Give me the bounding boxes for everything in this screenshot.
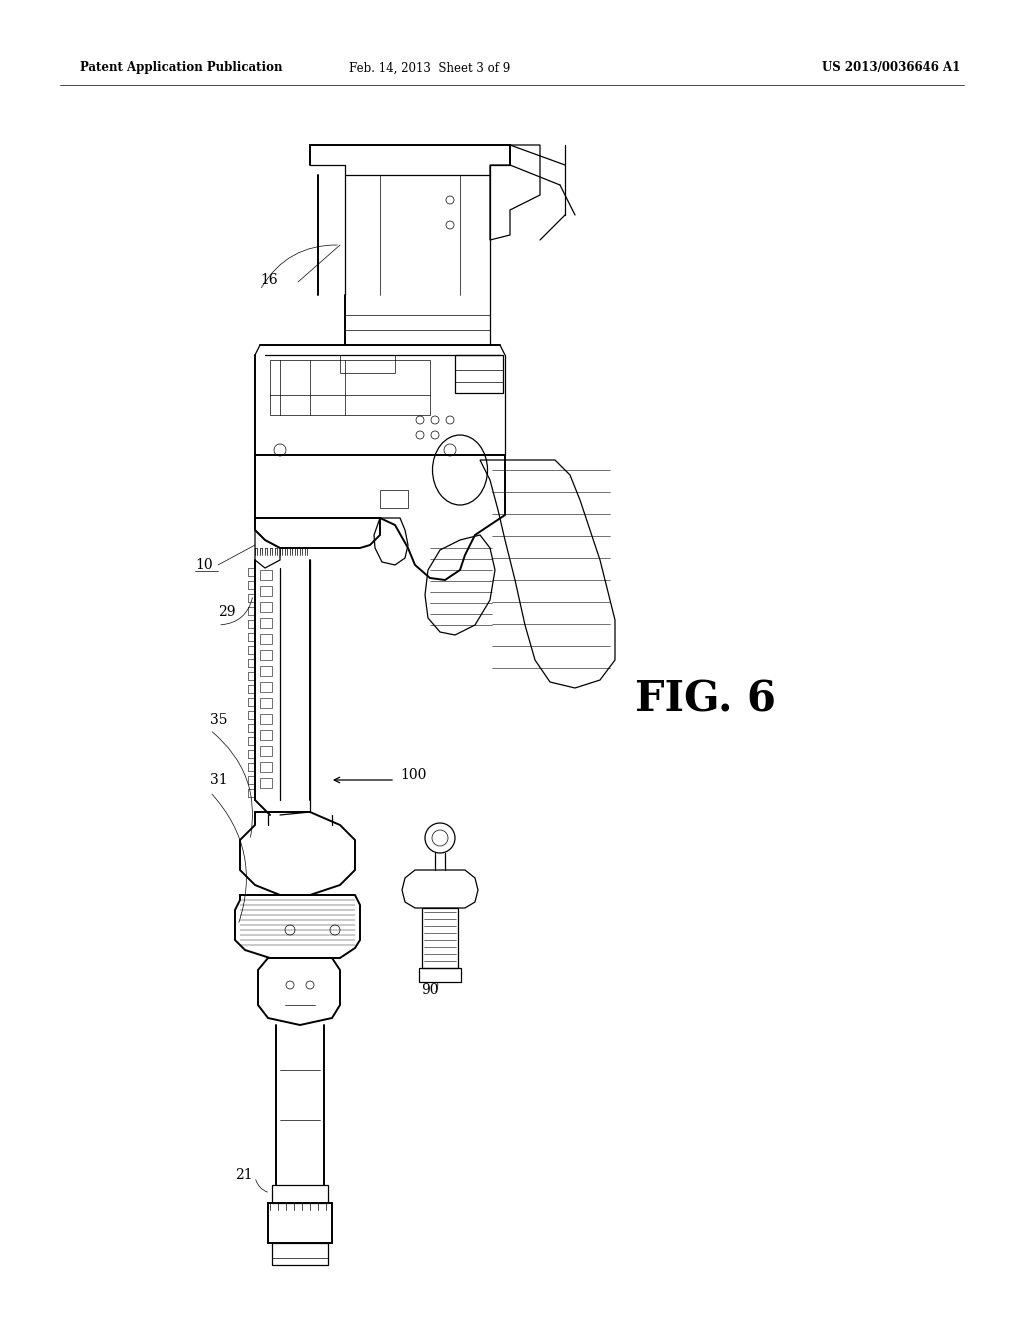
Circle shape (306, 981, 314, 989)
Circle shape (274, 444, 286, 455)
Circle shape (416, 432, 424, 440)
Text: US 2013/0036646 A1: US 2013/0036646 A1 (821, 62, 961, 74)
Bar (260, 746, 272, 756)
Bar (260, 777, 272, 788)
Text: 31: 31 (210, 774, 227, 787)
Circle shape (446, 195, 454, 205)
Bar (260, 762, 272, 772)
Bar (260, 634, 272, 644)
Text: 16: 16 (260, 273, 278, 286)
Bar (260, 714, 272, 723)
Circle shape (286, 981, 294, 989)
Bar (272, 1243, 328, 1265)
Bar (272, 1185, 328, 1203)
Bar (260, 649, 272, 660)
Bar (270, 360, 430, 414)
Bar (260, 570, 272, 579)
Text: 10: 10 (195, 558, 213, 572)
Circle shape (431, 416, 439, 424)
Circle shape (330, 925, 340, 935)
Bar (260, 682, 272, 692)
Bar (260, 586, 272, 597)
Text: 90: 90 (421, 983, 438, 997)
Circle shape (446, 416, 454, 424)
Text: 21: 21 (234, 1168, 253, 1181)
Bar (455, 355, 503, 393)
Text: 29: 29 (218, 605, 236, 619)
Bar (419, 968, 461, 982)
Circle shape (425, 822, 455, 853)
Circle shape (285, 925, 295, 935)
Bar (260, 667, 272, 676)
Bar (268, 1203, 332, 1243)
Circle shape (446, 220, 454, 228)
Text: 35: 35 (210, 713, 227, 727)
Text: FIG. 6: FIG. 6 (635, 678, 776, 721)
Text: Patent Application Publication: Patent Application Publication (80, 62, 283, 74)
Bar (260, 618, 272, 628)
Bar (340, 355, 395, 374)
Circle shape (416, 416, 424, 424)
Bar (422, 908, 458, 968)
Bar (260, 698, 272, 708)
Circle shape (444, 444, 456, 455)
Bar (260, 602, 272, 612)
Text: 100: 100 (400, 768, 426, 781)
Circle shape (432, 830, 449, 846)
Circle shape (431, 432, 439, 440)
Bar (380, 490, 408, 508)
Text: Feb. 14, 2013  Sheet 3 of 9: Feb. 14, 2013 Sheet 3 of 9 (349, 62, 511, 74)
Bar (260, 730, 272, 741)
